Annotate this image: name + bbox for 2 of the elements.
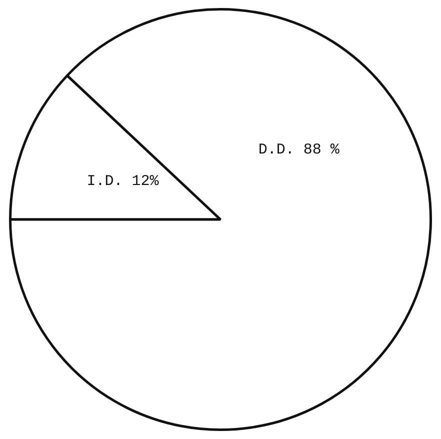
slice-label: I.D. 12% [86,172,160,190]
slice-label: D.D. 88 % [258,141,340,158]
